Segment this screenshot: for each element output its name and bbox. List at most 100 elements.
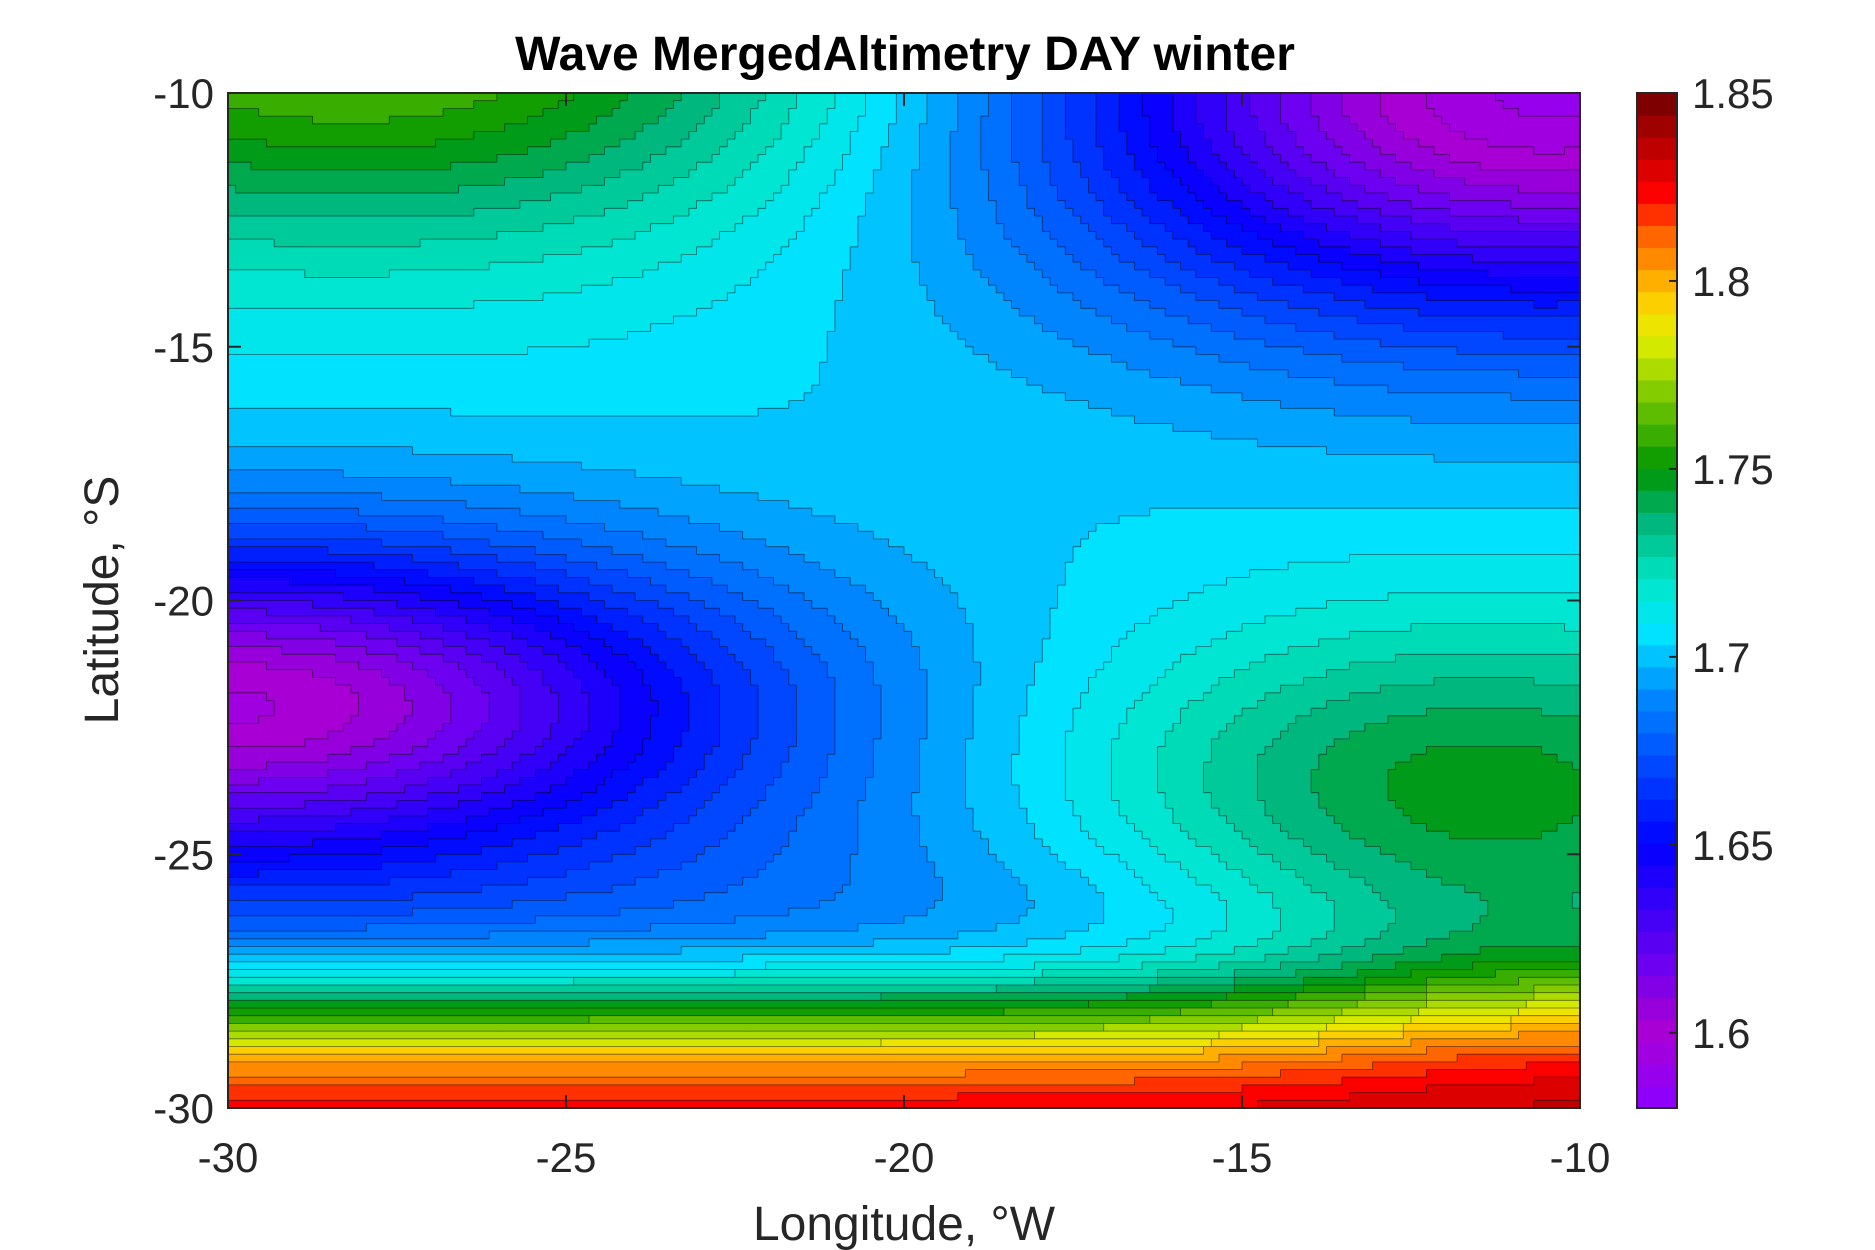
contour-cell <box>988 838 1043 848</box>
contour-cell <box>1011 108 1043 117</box>
contour-cell <box>228 715 260 725</box>
contour-cell <box>228 654 337 663</box>
colorbar-segment <box>1637 335 1677 359</box>
contour-cell <box>1103 277 1166 286</box>
contour-cell <box>458 800 513 809</box>
contour-cell <box>1280 223 1328 233</box>
contour-cell <box>1234 285 1305 294</box>
contour-cell <box>811 208 867 217</box>
contour-cell <box>228 954 744 963</box>
contour-cell <box>919 746 967 755</box>
contour-cell <box>1303 677 1435 686</box>
contour-cell <box>228 492 383 502</box>
contour-cell <box>619 100 675 109</box>
contour-cell <box>1165 800 1212 809</box>
contour-cell <box>496 746 536 755</box>
contour-cell <box>711 577 774 586</box>
contour-cell <box>873 669 928 678</box>
contour-cell <box>1257 162 1289 171</box>
contour-cell <box>358 662 413 671</box>
contour-cell <box>788 831 859 840</box>
contour-cell <box>1126 715 1182 725</box>
contour-cell <box>1126 323 1212 332</box>
contour-cell <box>389 815 467 825</box>
contour-cell <box>865 108 897 117</box>
contour-cell <box>650 715 690 725</box>
contour-cell <box>619 700 659 709</box>
contour-cell <box>1080 692 1143 702</box>
contour-cell <box>527 662 567 671</box>
contour-cell <box>489 708 521 717</box>
contour-cell <box>804 216 859 225</box>
contour-cell <box>1149 1015 1258 1025</box>
contour-cell <box>673 216 744 225</box>
contour-cell <box>1195 116 1228 125</box>
contour-cell <box>1011 869 1082 878</box>
contour-cell <box>381 861 498 871</box>
contour-cell <box>873 761 920 771</box>
contour-cell <box>1242 246 1297 256</box>
contour-cell <box>519 485 721 494</box>
contour-cell <box>1211 638 1320 648</box>
contour-cell <box>1288 262 1343 271</box>
contour-cell <box>1172 723 1228 732</box>
contour-cell <box>781 846 859 855</box>
contour-cell <box>1318 254 1381 263</box>
contour-cell <box>481 846 559 855</box>
contour-cell <box>1272 1008 1343 1017</box>
contour-cell <box>512 454 1435 463</box>
contour-cell <box>834 315 944 325</box>
contour-cell <box>834 731 882 740</box>
contour-cell <box>1295 131 1328 140</box>
contour-cell <box>727 139 775 148</box>
contour-cell <box>1411 231 1580 240</box>
contour-cell <box>1395 177 1466 186</box>
contour-cell <box>711 677 751 686</box>
contour-cell <box>942 577 1066 586</box>
contour-cell <box>1149 139 1182 148</box>
contour-cell <box>750 277 844 286</box>
contour-cell <box>1303 984 1366 994</box>
colorbar-segment <box>1637 887 1677 911</box>
contour-cell <box>758 100 798 109</box>
contour-cell <box>489 638 529 648</box>
contour-cell <box>228 723 344 732</box>
contour-cell <box>1019 731 1066 740</box>
contour-cell <box>1364 162 1412 171</box>
contour-cell <box>327 785 406 794</box>
contour-cell <box>842 162 882 171</box>
contour-cell <box>650 731 682 740</box>
contour-cell <box>650 577 713 586</box>
contour-cell <box>781 662 828 671</box>
contour-cell <box>1380 254 1474 263</box>
contour-cell <box>450 869 567 878</box>
contour-cell <box>527 146 606 156</box>
contour-cell <box>834 677 874 686</box>
colorbar-tick-label: 1.8 <box>1692 258 1750 305</box>
contour-cell <box>1103 892 1159 901</box>
contour-cell <box>1349 1092 1580 1101</box>
contour-cell <box>1426 746 1543 755</box>
contour-cell <box>450 692 490 702</box>
contour-cell <box>1065 731 1120 740</box>
contour-cell <box>1349 662 1580 671</box>
contour-cell <box>228 369 821 379</box>
contour-cell <box>773 608 828 617</box>
contour-cell <box>819 777 867 786</box>
contour-cell <box>873 746 920 755</box>
contour-cell <box>1142 877 1197 886</box>
contour-cell <box>988 100 1013 109</box>
contour-cell <box>1042 269 1097 279</box>
contour-cell <box>1088 400 1282 409</box>
contour-cell <box>719 692 759 702</box>
contour-cell <box>1411 246 1580 256</box>
contour-cell <box>965 246 1020 256</box>
contour-cell <box>927 100 959 109</box>
contour-cell <box>1126 192 1159 202</box>
contour-cell <box>857 123 890 133</box>
contour-cell <box>489 538 582 548</box>
contour-cell <box>796 823 859 832</box>
contour-cell <box>1249 838 1305 848</box>
contour-cell <box>443 108 544 117</box>
contour-cell <box>911 554 1074 563</box>
